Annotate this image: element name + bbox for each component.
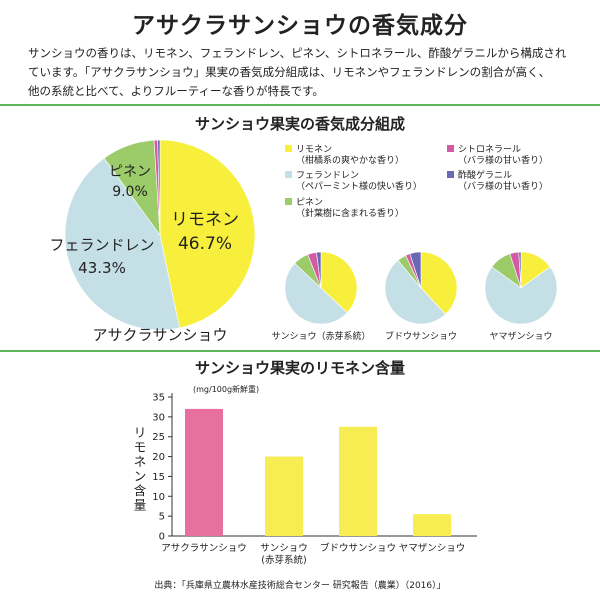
legend-desc: （バラ様の甘い香り） <box>458 182 549 192</box>
legend-swatch <box>447 145 454 152</box>
legend-name: フェランドレン <box>296 171 360 181</box>
pie-small-3-slice-limonene <box>520 251 551 289</box>
bar-y-label-char: モ <box>134 440 147 455</box>
legend-name: 酢酸ゲラニル <box>458 171 513 181</box>
bar-category-label: ヤマザンショウ <box>399 543 466 554</box>
bar-category-label: サンショウ <box>260 543 308 554</box>
bar-0 <box>185 408 223 536</box>
bar-y-tick-label: 35 <box>152 393 165 404</box>
pie-main-slice-limonene <box>159 139 256 329</box>
bar-y-tick-label: 25 <box>152 432 165 443</box>
pie-main-label-phellandrene: フェランドレン <box>49 236 154 254</box>
legend-desc: （柑橘系の爽やかな香り） <box>296 156 405 166</box>
bar-y-tick-label: 20 <box>152 452 165 463</box>
bar-category-label: アサクラサンショウ <box>161 543 247 554</box>
bar-section-title: サンショウ果実のリモネン含量 <box>194 359 405 377</box>
pie-small-2-slice-pinene <box>397 255 422 289</box>
pie-small-1-slice-geranyl_acetate <box>316 251 322 289</box>
bar-2 <box>339 426 377 536</box>
bar-y-tick-label: 30 <box>152 412 165 423</box>
pie-small-2-slice-limonene <box>420 251 458 315</box>
pie-small-1-slice-limonene <box>320 251 358 314</box>
pie-main-value-phellandrene: 43.3% <box>78 259 126 277</box>
bar-y-label-char: ン <box>134 469 147 484</box>
source-citation: 出典：「兵庫県立農林水産技術総合センター 研究報告（農業）（2016）」 <box>154 581 446 591</box>
legend-name: ピネン <box>296 198 324 208</box>
pie-small-2-title: ブドウサンショウ <box>385 330 457 342</box>
legend-desc: （バラ様の甘い香り） <box>458 156 549 166</box>
pie-small-1-slice-citronellal <box>307 251 322 289</box>
pie-main-slice-phellandrene <box>64 157 180 331</box>
pie-section-title: サンショウ果実の香気成分組成 <box>194 115 405 133</box>
bar-category-label: ブドウサンショウ <box>320 542 396 554</box>
bar-y-tick-label: 15 <box>152 472 165 483</box>
pie-small-2-slice-phellandrene <box>384 259 447 325</box>
legend-swatch <box>447 171 454 178</box>
bar-y-tick-label: 5 <box>159 512 165 523</box>
pie-small-3-slice-pinene <box>491 253 522 289</box>
bar-y-label-char: ネ <box>134 454 147 469</box>
legend-name: シトロネラール <box>458 145 522 155</box>
pie-small-1-slice-pinene <box>294 254 322 289</box>
pie-small-1-title: サンショウ（赤芽系統） <box>271 330 370 342</box>
pie-small-2-slice-citronellal <box>405 253 422 289</box>
bar-1 <box>265 456 303 536</box>
legend-name: リモネン <box>296 145 333 155</box>
pie-small-1-slice-phellandrene <box>284 262 348 325</box>
legend-desc: （針葉樹に含まれる香り） <box>296 209 405 219</box>
legend-swatch <box>285 171 292 178</box>
intro-line: サンショウの香りは、リモネン、フェランドレン、ピネン、シトロネラール、酢酸ゲラニ… <box>28 46 567 60</box>
intro-text: サンショウの香りは、リモネン、フェランドレン、ピネン、シトロネラール、酢酸ゲラニ… <box>28 44 576 101</box>
intro-line: ています。「アサクラサンショウ」果実の香気成分組成は、リモネンやフェランドレンの… <box>28 65 551 79</box>
pie-small-3-slice-geranyl_acetate <box>518 251 522 289</box>
pie-main-value-pinene: 9.0% <box>112 184 148 200</box>
pie-small-2-slice-geranyl_acetate <box>409 251 422 289</box>
pie-main-slice-geranyl_acetate <box>157 139 161 236</box>
intro-line: 他の系統と比べて、よりフルーティーな香りが特長です。 <box>28 84 324 98</box>
pie-main-slice-citronellal <box>153 139 161 236</box>
bar-3 <box>413 514 451 536</box>
bar-unit-label: (mg/100g新鮮重) <box>193 384 259 394</box>
legend-swatch <box>285 198 292 205</box>
pie-main-label-pinene: ピネン <box>109 164 151 180</box>
bar-category-label: (赤芽系統) <box>261 554 306 566</box>
section-divider <box>0 104 600 106</box>
pie-main-label-limonene: リモネン <box>171 210 239 230</box>
legend-desc: （ペパーミント様の快い香り） <box>296 182 423 192</box>
section-divider <box>0 350 600 352</box>
pie-small-3-slice-phellandrene <box>484 266 558 325</box>
pie-main-title: アサクラサンショウ <box>92 326 227 344</box>
pie-small-3-slice-citronellal <box>509 251 522 289</box>
bar-y-label-char: リ <box>134 425 147 440</box>
bar-y-tick-label: 10 <box>152 492 165 503</box>
legend-swatch <box>285 145 292 152</box>
page-title: アサクラサンショウの香気成分 <box>132 13 468 39</box>
pie-main-slice-pinene <box>103 139 161 237</box>
bar-y-tick-label: 0 <box>159 532 165 543</box>
bar-y-label-char: 量 <box>134 498 147 513</box>
pie-small-3-title: ヤマザンショウ <box>489 331 552 342</box>
bar-y-label-char: 含 <box>134 483 147 498</box>
pie-main-value-limonene: 46.7% <box>178 234 232 254</box>
